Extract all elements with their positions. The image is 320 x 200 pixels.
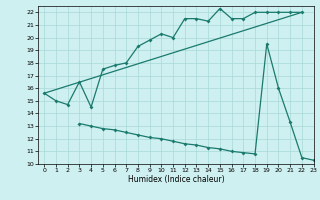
X-axis label: Humidex (Indice chaleur): Humidex (Indice chaleur) (128, 175, 224, 184)
